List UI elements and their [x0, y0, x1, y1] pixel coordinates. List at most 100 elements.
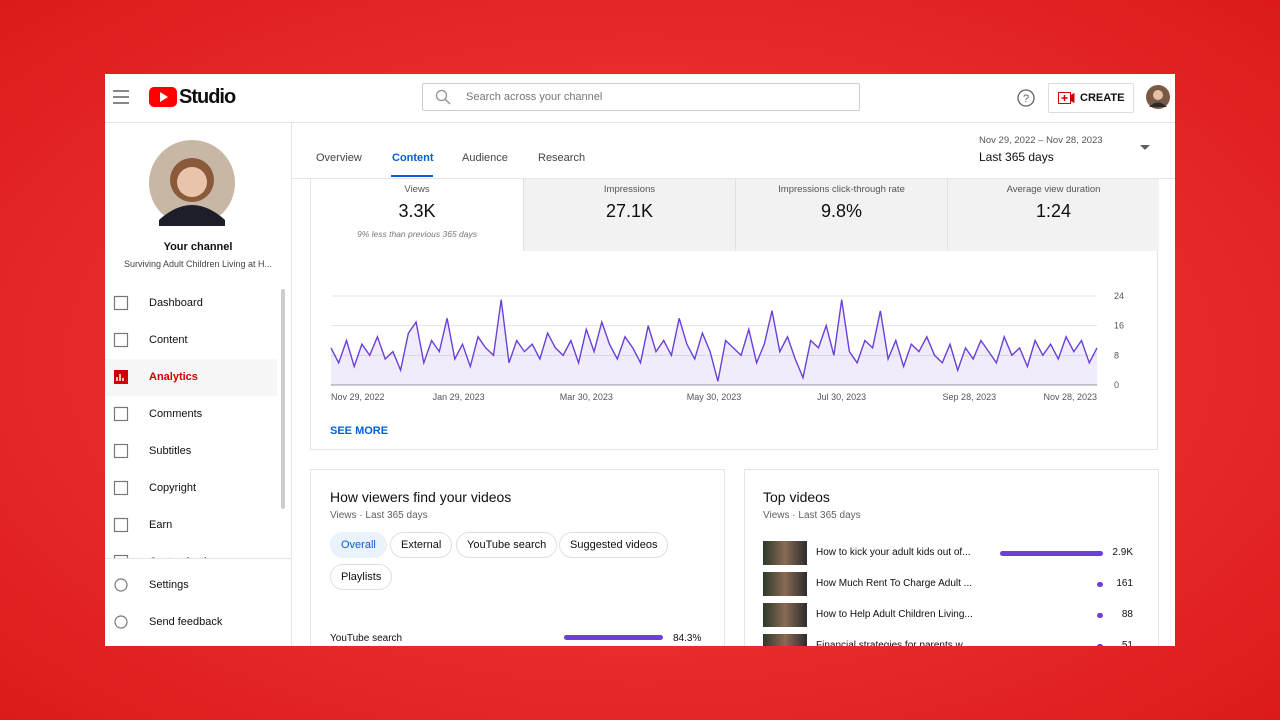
nav-label: Send feedback — [149, 616, 223, 628]
dropdown-arrow[interactable] — [1140, 145, 1150, 151]
video-bar — [1000, 551, 1103, 556]
date-range[interactable]: Nov 29, 2022 – Nov 28, 2023 — [979, 135, 1103, 146]
nav-label: Subtitles — [149, 445, 192, 457]
nav-icon — [114, 578, 128, 592]
nav-item[interactable]: Content — [105, 322, 277, 359]
video-title[interactable]: How Much Rent To Charge Adult ... — [816, 578, 973, 589]
video-title[interactable]: How to Help Adult Children Living... — [816, 609, 973, 620]
tab[interactable]: Overview — [316, 152, 362, 164]
header: Studio Search across your channel ? CREA… — [105, 74, 1175, 123]
card-title: How viewers find your videos — [330, 489, 512, 505]
create-icon — [1058, 92, 1075, 104]
nav-label: Settings — [149, 579, 189, 591]
date-period[interactable]: Last 365 days — [979, 150, 1054, 164]
nav-icon — [114, 615, 128, 629]
nav-item[interactable]: Settings — [105, 573, 277, 603]
channel-avatar[interactable] — [149, 140, 235, 226]
metric-value: 3.3K — [398, 201, 436, 221]
nav-icon — [113, 406, 129, 422]
video-views: 88 — [1121, 609, 1133, 620]
traffic-card: How viewers find your videos Views · Las… — [310, 469, 725, 646]
views-card: 0 8 16 24 Nov 29, 2022 Jan 29, 2023 Mar 30, 20… — [310, 178, 1159, 450]
metric-label: Impressions — [603, 184, 656, 195]
metric-value: 1:24 — [1035, 201, 1072, 221]
tab[interactable]: Research — [538, 152, 586, 164]
x-tick-label: Mar 30, 2023 — [560, 392, 613, 402]
nav-icon — [113, 517, 129, 533]
nav-label: Copyright — [149, 482, 197, 494]
search-placeholder: Search across your channel — [466, 91, 603, 103]
nav-item[interactable]: Dashboard — [105, 285, 277, 322]
help-icon[interactable]: ? — [1017, 89, 1035, 107]
metric-label: Views — [404, 184, 430, 195]
metric-card[interactable]: Impressions 27.1K — [523, 179, 735, 251]
menu-icon[interactable] — [113, 90, 129, 104]
video-thumbnail[interactable] — [763, 572, 807, 596]
filter-chip[interactable]: Overall — [330, 532, 387, 558]
account-avatar[interactable] — [1146, 85, 1170, 109]
see-more[interactable]: SEE MORE — [330, 425, 389, 437]
tab-bar: Nov 29, 2022 – Nov 28, 2023 Last 365 day… — [291, 123, 1175, 179]
sidebar: Your channel Surviving Adult Children Li… — [105, 123, 292, 646]
metric-label: Impressions click-through rate — [778, 184, 905, 195]
sidebar-footer: Settings Send feedback — [105, 558, 291, 646]
logo-icon[interactable] — [149, 87, 177, 107]
nav-item[interactable]: Earn — [105, 507, 277, 544]
nav-item[interactable]: Copyright — [105, 470, 277, 507]
video-views: 51 — [1121, 640, 1133, 646]
video-thumbnail[interactable] — [763, 541, 807, 565]
video-views: 2.9K — [1112, 547, 1133, 558]
y-tick-label: 8 — [1114, 350, 1119, 360]
source-bar — [564, 635, 664, 640]
search-box[interactable]: Search across your channel — [422, 83, 860, 111]
top-videos-card: Top videos Views · Last 365 days How to … — [744, 469, 1159, 646]
metric-value: 9.8% — [820, 201, 863, 221]
filter-chip[interactable]: Playlists — [330, 564, 393, 590]
video-bar — [1097, 582, 1103, 587]
studio-window: Studio Search across your channel ? CREA… — [105, 74, 1175, 646]
metric-card[interactable]: Average view duration 1:24 — [947, 179, 1159, 251]
x-tick-label: Sep 28, 2023 — [943, 392, 997, 402]
filter-chip[interactable]: YouTube search — [456, 532, 558, 558]
nav-label: Dashboard — [149, 297, 203, 309]
metric-card[interactable]: Impressions click-through rate 9.8% — [735, 179, 947, 251]
nav-item[interactable]: Comments — [105, 396, 277, 433]
logo-text: Studio — [179, 86, 236, 108]
scrollbar[interactable] — [281, 289, 285, 509]
source-label: YouTube search — [330, 633, 403, 644]
search-icon — [435, 89, 451, 105]
views-line — [330, 299, 1098, 382]
video-title[interactable]: Financial strategies for parents w... — [816, 640, 971, 646]
create-button[interactable]: CREATE — [1048, 83, 1134, 113]
nav-icon — [114, 370, 128, 384]
nav-item[interactable]: Send feedback — [105, 610, 277, 640]
nav-label: Content — [149, 334, 188, 346]
metric-card[interactable]: Views 3.3K 9% less than previous 365 days — [311, 179, 523, 251]
tab[interactable]: Audience — [462, 152, 508, 164]
tab[interactable]: Content — [392, 152, 434, 164]
x-tick-label: Nov 29, 2022 — [331, 392, 385, 402]
nav-label: Comments — [149, 408, 203, 420]
nav-icon — [113, 480, 129, 496]
nav-item[interactable]: Subtitles — [105, 433, 277, 470]
channel-label: Your channel — [163, 241, 233, 253]
metric-value: 27.1K — [605, 201, 654, 221]
y-tick-label: 16 — [1114, 321, 1124, 331]
filter-chip[interactable]: Suggested videos — [559, 532, 669, 558]
nav-label: Earn — [149, 519, 173, 531]
create-label: CREATE — [1080, 92, 1125, 104]
views-chart: 0 8 16 24 Nov 29, 2022 Jan 29, 2023 Mar 30, 20… — [330, 291, 1124, 402]
video-bar — [1097, 613, 1103, 618]
video-thumbnail[interactable] — [763, 603, 807, 627]
filter-chip[interactable]: External — [390, 532, 453, 558]
source-value: 84.3% — [673, 633, 702, 644]
video-title[interactable]: How to kick your adult kids out of... — [816, 547, 971, 558]
y-tick-label: 24 — [1114, 291, 1124, 301]
video-thumbnail[interactable] — [763, 634, 807, 646]
nav-icon — [113, 295, 129, 311]
nav-label: Analytics — [149, 371, 198, 383]
x-tick-label: Jul 30, 2023 — [817, 392, 866, 402]
nav-item[interactable]: Analytics — [105, 359, 277, 396]
x-tick-label: Nov 28, 2023 — [1043, 392, 1097, 402]
video-bar — [1097, 644, 1103, 646]
